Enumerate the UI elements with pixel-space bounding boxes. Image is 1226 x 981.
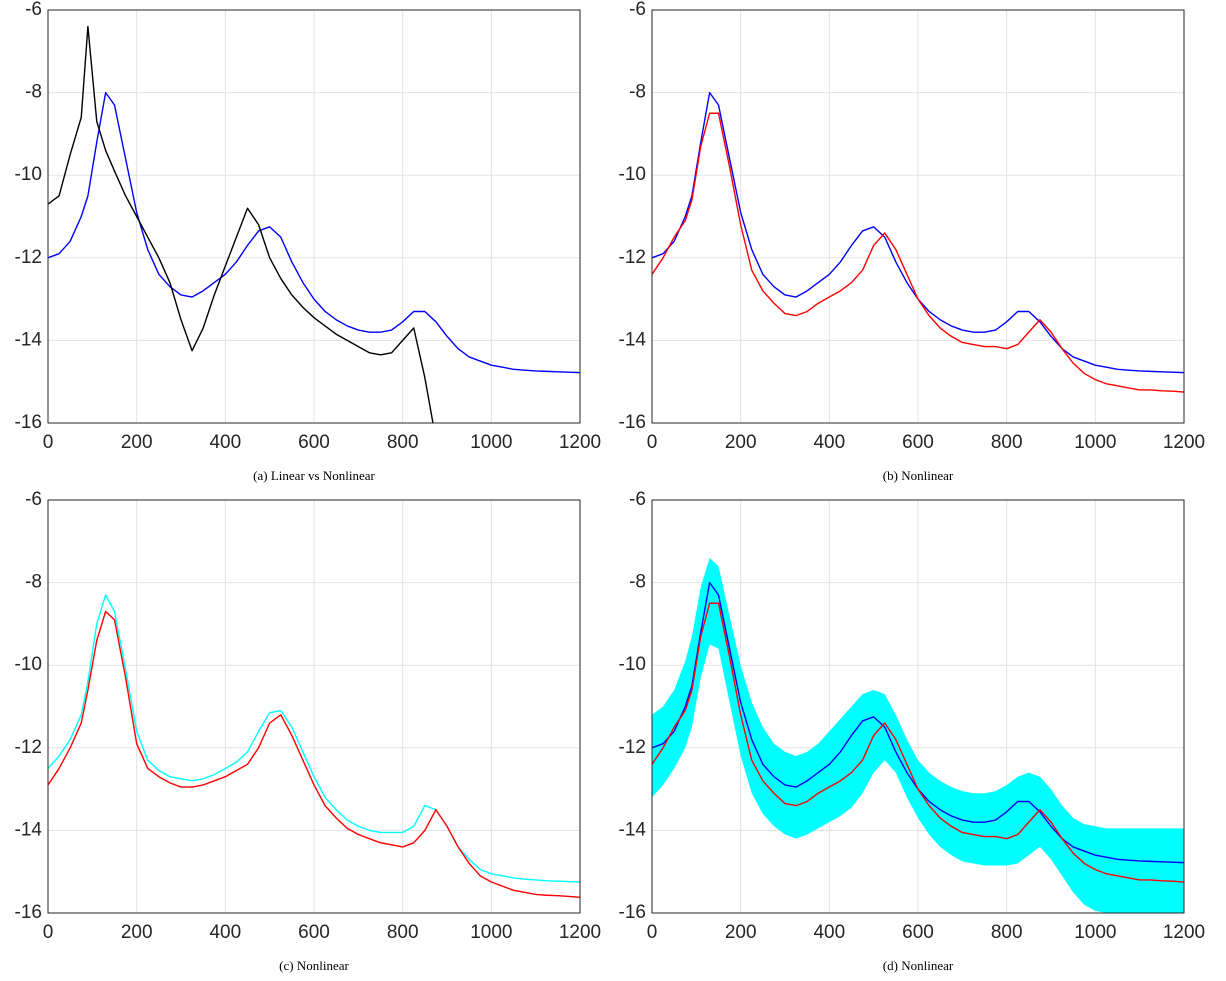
x-tick-label: 1000 — [470, 922, 512, 943]
x-tick-label: 600 — [902, 922, 934, 943]
x-tick-label: 600 — [298, 922, 330, 943]
series-group — [48, 594, 580, 899]
line — [48, 610, 580, 899]
axes-box — [651, 9, 1185, 424]
x-tick-label: 1200 — [559, 432, 601, 453]
y-tick-label: -10 — [15, 654, 42, 675]
y-tick-label: -12 — [619, 247, 646, 268]
y-tick-label: -14 — [15, 329, 43, 350]
series-group — [48, 25, 580, 423]
x-tick-label: 200 — [121, 922, 153, 943]
x-tick-label: 800 — [991, 922, 1023, 943]
series-group — [652, 91, 1184, 393]
y-tick-label: -10 — [15, 164, 42, 185]
x-tick-label: 400 — [209, 432, 241, 453]
series-group — [652, 557, 1184, 913]
y-tick-label: -8 — [25, 82, 42, 103]
y-tick-label: -6 — [629, 0, 646, 20]
x-tick-label: 200 — [121, 432, 153, 453]
x-tick-label: 800 — [387, 432, 419, 453]
y-tick-label: -8 — [629, 82, 646, 103]
line — [652, 602, 1184, 883]
x-tick-label: 1200 — [1163, 922, 1205, 943]
y-tick-label: -12 — [15, 247, 42, 268]
subplot: 0 200 400 600 800 1000 1200 -16 -14 -12 -10 -8 -6 (c)… — [15, 489, 602, 973]
x-tick-label: 400 — [209, 922, 241, 943]
y-tick-label: -16 — [15, 412, 42, 433]
x-tick-label: 1000 — [470, 432, 512, 453]
x-tick-label: 800 — [387, 922, 419, 943]
x-tick-label: 0 — [43, 432, 54, 453]
x-tick-label: 200 — [725, 432, 757, 453]
x-tick-label: 800 — [991, 432, 1023, 453]
y-tick-label: -12 — [619, 737, 646, 758]
band — [652, 557, 1184, 913]
y-tick-label: -16 — [619, 412, 646, 433]
line — [48, 91, 580, 374]
y-tick-label: -8 — [25, 572, 42, 593]
x-tick-label: 600 — [902, 432, 934, 453]
x-tick-label: 600 — [298, 432, 330, 453]
y-tick-label: -10 — [619, 654, 646, 675]
y-tick-label: -12 — [15, 737, 42, 758]
y-tick-label: -14 — [619, 819, 647, 840]
line — [48, 25, 434, 423]
subplot: 0 200 400 600 800 1000 1200 -16 -14 -12 -10 -8 -6 (b)… — [619, 0, 1206, 483]
x-tick-label: 0 — [647, 922, 658, 943]
y-tick-label: -8 — [629, 572, 646, 593]
y-tick-label: -14 — [15, 819, 43, 840]
y-tick-label: -6 — [25, 0, 42, 20]
x-tick-label: 400 — [813, 432, 845, 453]
y-tick-label: -6 — [25, 489, 42, 510]
subplot: 0 200 400 600 800 1000 1200 -16 -14 -12 -10 -8 -6 (a)… — [15, 0, 602, 483]
x-tick-label: 1000 — [1074, 922, 1116, 943]
axes-box — [47, 499, 581, 914]
x-tick-label: 200 — [725, 922, 757, 943]
caption: (a) Linear vs Nonlinear — [253, 468, 375, 483]
line — [652, 91, 1184, 374]
x-tick-label: 1200 — [1163, 432, 1205, 453]
x-tick-label: 0 — [43, 922, 54, 943]
caption: (b) Nonlinear — [883, 468, 954, 483]
x-tick-label: 1200 — [559, 922, 601, 943]
y-tick-label: -10 — [619, 164, 646, 185]
y-tick-label: -16 — [15, 902, 42, 923]
line — [652, 112, 1184, 393]
line — [48, 594, 580, 883]
x-tick-label: 1000 — [1074, 432, 1116, 453]
x-tick-label: 400 — [813, 922, 845, 943]
caption: (d) Nonlinear — [883, 958, 954, 973]
y-tick-label: -14 — [619, 329, 647, 350]
axes-box — [651, 499, 1185, 914]
caption: (c) Nonlinear — [279, 958, 349, 973]
subplot: 0 200 400 600 800 1000 1200 -16 -14 -12 -10 -8 -6 (d)… — [619, 489, 1206, 973]
axes-box — [47, 9, 581, 424]
y-tick-label: -6 — [629, 489, 646, 510]
x-tick-label: 0 — [647, 432, 658, 453]
line — [652, 581, 1184, 864]
y-tick-label: -16 — [619, 902, 646, 923]
